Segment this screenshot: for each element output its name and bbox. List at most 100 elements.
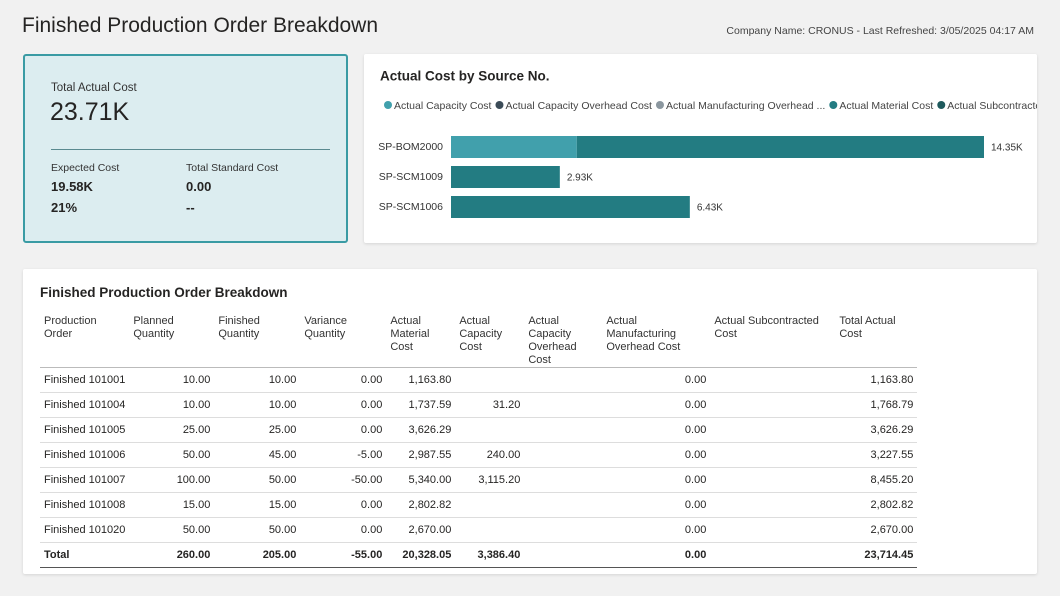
expected-value: 19.58K <box>51 179 93 194</box>
table-cell: 3,626.29 <box>386 417 456 443</box>
table-cell <box>710 417 836 443</box>
table-cell: -50.00 <box>300 467 387 493</box>
column-header: Actual Subcontracted Cost <box>710 311 836 368</box>
table-cell: Finished 101005 <box>40 417 130 443</box>
table-row: Finished 101006 50.00 45.00 -5.00 2,987.55 24… <box>40 442 918 468</box>
table-cell: Finished 101008 <box>40 492 130 518</box>
table-cell: 0.00 <box>300 417 387 443</box>
legend-label: Actual Subcontracted ... <box>947 100 1037 112</box>
table-cell: 50.00 <box>214 517 301 543</box>
table-row: Finished 101008 15.00 15.00 0.00 2,802.82 0.0… <box>40 492 918 518</box>
table-cell: 0.00 <box>602 392 711 418</box>
table-cell: 0.00 <box>602 517 711 543</box>
standard-percent: -- <box>186 200 195 215</box>
header-row: Production Order Planned Quantity Finished… <box>40 311 918 368</box>
legend-label: Actual Manufacturing Overhead ... <box>666 100 825 112</box>
bar-segment <box>451 196 690 218</box>
standard-value: 0.00 <box>186 179 212 194</box>
total-cell: 0.00 <box>602 542 711 568</box>
table-cell: 0.00 <box>300 492 387 518</box>
table-cell: 25.00 <box>214 417 301 443</box>
legend-marker <box>655 101 664 109</box>
table-cell <box>455 517 525 543</box>
table-card: Finished Production Order Breakdown Prod… <box>23 269 1037 574</box>
table-cell <box>710 517 836 543</box>
table-cell: 15.00 <box>129 492 215 518</box>
table-cell: 0.00 <box>602 467 711 493</box>
table-cell: 0.00 <box>602 417 711 443</box>
table-cell <box>455 367 525 393</box>
y-tick-label: SP-SCM1006 <box>379 201 443 213</box>
table-cell: 10.00 <box>129 392 215 418</box>
table-cell: 10.00 <box>129 367 215 393</box>
chart-card: Actual Cost by Source No. Actual Capacit… <box>364 54 1059 243</box>
table-cell <box>455 492 525 518</box>
table-cell: 2,802.82 <box>386 492 456 518</box>
table-cell <box>710 442 836 468</box>
table-cell <box>524 492 603 518</box>
table-cell: Finished 101004 <box>40 392 130 418</box>
legend-marker <box>495 101 504 109</box>
data-table: Production Order Planned Quantity Finished… <box>40 311 918 568</box>
table-cell: 15.00 <box>214 492 301 518</box>
total-cell: -55.00 <box>300 542 387 568</box>
kpi-card: Total Actual Cost 23.71K Expected Cost 1… <box>23 54 348 243</box>
page-title: Finished Production Order Breakdown <box>22 14 379 37</box>
total-row: Total 260.00 205.00 -55.00 20,328.05 3,386.40… <box>40 542 918 568</box>
total-cell: 20,328.05 <box>386 542 456 568</box>
chart: Actual Cost by Source No. Actual Capacit… <box>378 69 1059 218</box>
table-cell: 0.00 <box>602 492 711 518</box>
total-label: 6.43K <box>697 203 723 214</box>
y-tick-label: SP-SCM1009 <box>379 171 443 183</box>
table-cell: 5,340.00 <box>386 467 456 493</box>
total-label: 2.93K <box>567 173 593 184</box>
table-cell <box>524 442 603 468</box>
legend-label: Actual Material Cost <box>839 100 933 112</box>
table-row: Finished 101001 10.00 10.00 0.00 1,163.80 0.0… <box>40 367 918 393</box>
table-cell: 100.00 <box>129 467 215 493</box>
total-cell: 205.00 <box>214 542 301 568</box>
bar-segment <box>451 136 577 158</box>
table-cell <box>710 392 836 418</box>
total-cell: 23,714.45 <box>835 542 918 568</box>
chart-title: Actual Cost by Source No. <box>380 69 550 84</box>
table-cell: 8,455.20 <box>835 467 918 493</box>
bar-segment <box>576 136 984 158</box>
table-cell: Finished 101006 <box>40 442 130 468</box>
table-cell: 45.00 <box>214 442 301 468</box>
table-row: Finished 101007 100.00 50.00 -50.00 5,340.00… <box>40 467 918 493</box>
legend-marker <box>384 101 392 109</box>
column-header: Variance Quantity <box>300 311 387 368</box>
column-header: Actual Manufacturing Overhead Cost <box>602 311 711 368</box>
table-cell: 10.00 <box>214 367 301 393</box>
column-header: Planned Quantity <box>129 311 215 368</box>
table-title: Finished Production Order Breakdown <box>40 285 288 300</box>
table-row: Finished 101005 25.00 25.00 0.00 3,626.29 0.0… <box>40 417 918 443</box>
table-cell: 0.00 <box>300 392 387 418</box>
table-cell: 50.00 <box>129 517 215 543</box>
legend-marker <box>937 101 946 109</box>
table-cell: 50.00 <box>129 442 215 468</box>
table-cell: 2,987.55 <box>386 442 456 468</box>
table-cell <box>524 517 603 543</box>
table-cell: 1,163.80 <box>386 367 456 393</box>
column-header: Total Actual Cost <box>835 311 918 368</box>
table-cell: 240.00 <box>455 442 525 468</box>
table-cell: 3,626.29 <box>835 417 918 443</box>
table-cell: 0.00 <box>602 367 711 393</box>
table-cell: 0.00 <box>300 517 387 543</box>
table-cell: 31.20 <box>455 392 525 418</box>
total-cell <box>524 542 603 568</box>
table-cell: 2,670.00 <box>386 517 456 543</box>
table-cell <box>710 492 836 518</box>
table-cell <box>524 467 603 493</box>
table-cell: 2,670.00 <box>835 517 918 543</box>
table-cell: Finished 101020 <box>40 517 130 543</box>
legend-marker <box>829 101 838 109</box>
total-cell: 3,386.40 <box>455 542 525 568</box>
table-cell: 3,115.20 <box>455 467 525 493</box>
table-cell: 10.00 <box>214 392 301 418</box>
table-cell <box>455 417 525 443</box>
table-cell: 1,163.80 <box>835 367 918 393</box>
